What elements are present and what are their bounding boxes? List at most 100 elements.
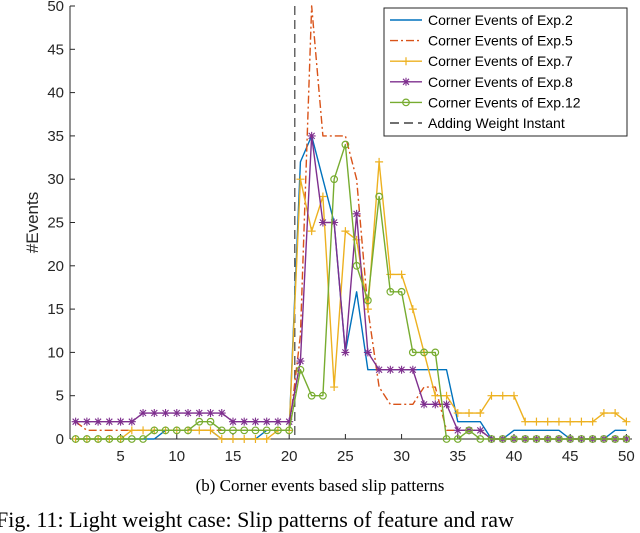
data-point bbox=[319, 391, 327, 400]
data-point bbox=[476, 426, 485, 435]
legend-entry: Corner Events of Exp.2 bbox=[390, 12, 573, 28]
legend-box bbox=[383, 7, 628, 137]
data-point bbox=[172, 426, 181, 435]
y-tick-label: 35 bbox=[47, 128, 64, 145]
legend-entry: Corner Events of Exp.8 bbox=[390, 74, 573, 90]
data-point bbox=[622, 435, 631, 443]
data-point bbox=[363, 296, 372, 305]
data-point bbox=[453, 435, 462, 443]
data-point bbox=[285, 426, 294, 435]
data-point bbox=[285, 417, 294, 426]
data-point bbox=[375, 192, 384, 201]
data-point bbox=[82, 435, 91, 443]
x-tick-label: 25 bbox=[337, 448, 354, 465]
data-point bbox=[251, 435, 260, 443]
data-point bbox=[94, 417, 103, 426]
data-point bbox=[206, 426, 215, 435]
data-point bbox=[453, 426, 462, 435]
data-point bbox=[402, 77, 410, 86]
data-point bbox=[307, 131, 316, 140]
x-tick-label: 45 bbox=[562, 448, 579, 465]
data-point bbox=[386, 365, 395, 374]
data-point bbox=[442, 435, 451, 443]
data-point bbox=[139, 409, 148, 418]
data-point bbox=[251, 417, 260, 426]
y-tick-label: 45 bbox=[47, 41, 64, 58]
data-point bbox=[229, 426, 237, 435]
legend-label: Adding Weight Instant bbox=[428, 115, 565, 131]
figure-text-line: Fig. 11: Light weight case: Slip pattern… bbox=[0, 507, 514, 532]
series-line bbox=[75, 135, 627, 440]
data-point bbox=[296, 365, 305, 374]
data-point bbox=[296, 175, 305, 184]
data-point bbox=[408, 305, 417, 314]
data-point bbox=[184, 426, 192, 435]
data-point bbox=[554, 417, 563, 426]
data-point bbox=[228, 417, 237, 426]
data-point bbox=[274, 426, 282, 435]
data-point bbox=[206, 409, 215, 418]
data-point bbox=[402, 57, 410, 66]
y-tick-label: 15 bbox=[47, 301, 64, 318]
data-point bbox=[273, 417, 282, 426]
data-point bbox=[397, 365, 406, 374]
data-point bbox=[127, 417, 136, 426]
y-tick-label: 40 bbox=[47, 85, 64, 102]
data-point bbox=[150, 409, 159, 418]
data-point bbox=[341, 140, 350, 149]
series-5 bbox=[71, 140, 631, 443]
legend-label: Corner Events of Exp.7 bbox=[428, 53, 573, 69]
data-point bbox=[116, 417, 125, 426]
data-point bbox=[127, 435, 136, 443]
data-point bbox=[217, 426, 226, 435]
data-point bbox=[251, 426, 260, 435]
data-point bbox=[116, 435, 125, 443]
data-point bbox=[532, 417, 541, 426]
data-point bbox=[600, 435, 608, 443]
data-point bbox=[510, 435, 518, 443]
data-point bbox=[195, 417, 204, 426]
data-point bbox=[240, 435, 249, 443]
data-point bbox=[341, 227, 350, 236]
data-point bbox=[375, 365, 384, 374]
legend-entry: Corner Events of Exp.7 bbox=[390, 53, 573, 69]
data-point bbox=[386, 287, 395, 296]
data-point bbox=[206, 417, 215, 426]
data-point bbox=[71, 417, 80, 426]
data-point bbox=[543, 435, 552, 443]
data-point bbox=[352, 261, 361, 270]
data-point bbox=[161, 409, 170, 418]
data-point bbox=[195, 409, 204, 418]
data-point bbox=[71, 435, 80, 443]
series-4 bbox=[71, 131, 631, 443]
data-point bbox=[240, 417, 249, 426]
data-point bbox=[521, 435, 530, 443]
y-tick-label: 5 bbox=[56, 388, 64, 405]
data-point bbox=[487, 435, 496, 443]
data-point bbox=[330, 175, 339, 184]
legend-label: Corner Events of Exp.2 bbox=[428, 12, 573, 28]
data-point bbox=[408, 348, 417, 357]
x-tick-label: 50 bbox=[618, 448, 635, 465]
data-point bbox=[375, 157, 384, 166]
legend-label: Corner Events of Exp.8 bbox=[428, 74, 573, 90]
axes: 5 10 15 20 25 30 35 40 45 50 0 5 10 15 20 25 30 35 40 45 50 #… bbox=[23, 0, 635, 465]
y-tick-label: 25 bbox=[47, 215, 64, 232]
data-point bbox=[397, 270, 406, 279]
plot-area bbox=[71, 5, 631, 443]
data-point bbox=[105, 417, 114, 426]
x-tick-label: 20 bbox=[281, 448, 298, 465]
data-point bbox=[431, 391, 440, 400]
data-point bbox=[240, 426, 249, 435]
x-tick-label: 35 bbox=[449, 448, 466, 465]
data-point bbox=[363, 305, 372, 314]
data-point bbox=[498, 435, 507, 443]
data-point bbox=[532, 435, 541, 443]
data-point bbox=[588, 435, 597, 443]
data-point bbox=[217, 409, 226, 418]
y-tick-label: 20 bbox=[47, 258, 64, 275]
legend-entry: Corner Events of Exp.5 bbox=[390, 33, 573, 49]
data-point bbox=[476, 409, 485, 418]
data-point bbox=[318, 218, 327, 227]
legend: Corner Events of Exp.2 Corner Events of E… bbox=[383, 7, 628, 137]
